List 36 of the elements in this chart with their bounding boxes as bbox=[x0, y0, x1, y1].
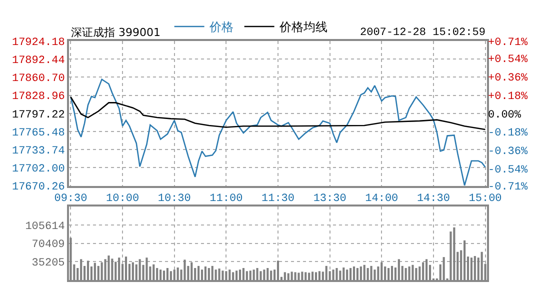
x-tick-label: 11:00 bbox=[210, 193, 243, 206]
y2-tick-label: +0.18% bbox=[488, 90, 528, 103]
y2-tick-label: 0.00% bbox=[488, 109, 522, 122]
y-tick-label: 17797.22 bbox=[12, 109, 65, 122]
line-series bbox=[70, 78, 486, 186]
y-tick-label: 105614 bbox=[25, 220, 66, 233]
x-tick-label: 10:00 bbox=[106, 193, 140, 206]
y-tick-label: 17892.44 bbox=[12, 54, 66, 67]
x-tick-label: 14:30 bbox=[416, 193, 450, 206]
y2-tick-label: -0.36% bbox=[488, 146, 528, 158]
y-tick-label: 17765.48 bbox=[12, 127, 65, 140]
legend-label: 价格 bbox=[208, 20, 234, 34]
y-tick-label: 17733.74 bbox=[12, 145, 66, 158]
y2-tick-label: +0.71% bbox=[488, 36, 528, 49]
y2-tick-label: -0.18% bbox=[488, 128, 528, 140]
x-tick-label: 11:30 bbox=[261, 193, 295, 206]
y2-tick-label: +0.36% bbox=[488, 72, 528, 85]
legend-label: 价格均线 bbox=[278, 20, 328, 34]
y-tick-label: 17828.96 bbox=[12, 91, 65, 104]
x-tick-label: 14:00 bbox=[365, 193, 398, 206]
y-tick-label: 17670.26 bbox=[12, 182, 65, 194]
y2-tick-label: -0.54% bbox=[488, 164, 528, 176]
y-tick-label: 17860.70 bbox=[12, 73, 65, 86]
y-tick-label: 17924.18 bbox=[12, 36, 65, 49]
y-tick-label: 70409 bbox=[32, 239, 65, 252]
x-tick-label: 13:30 bbox=[313, 193, 346, 206]
y-tick-label: 35205 bbox=[32, 258, 65, 270]
y-tick-label: 17702.00 bbox=[12, 164, 65, 176]
y2-tick-label: +0.54% bbox=[488, 54, 528, 66]
x-tick-label: 15:00 bbox=[468, 193, 502, 206]
chart-title: 深证成指 399001 bbox=[71, 26, 160, 39]
line-series bbox=[70, 96, 486, 130]
x-tick-label: 09:30 bbox=[54, 193, 88, 206]
x-tick-label: 10:30 bbox=[158, 193, 191, 206]
y2-tick-label: -0.71% bbox=[488, 182, 528, 194]
text: 2007-12-28 15:02:59 bbox=[360, 27, 486, 39]
